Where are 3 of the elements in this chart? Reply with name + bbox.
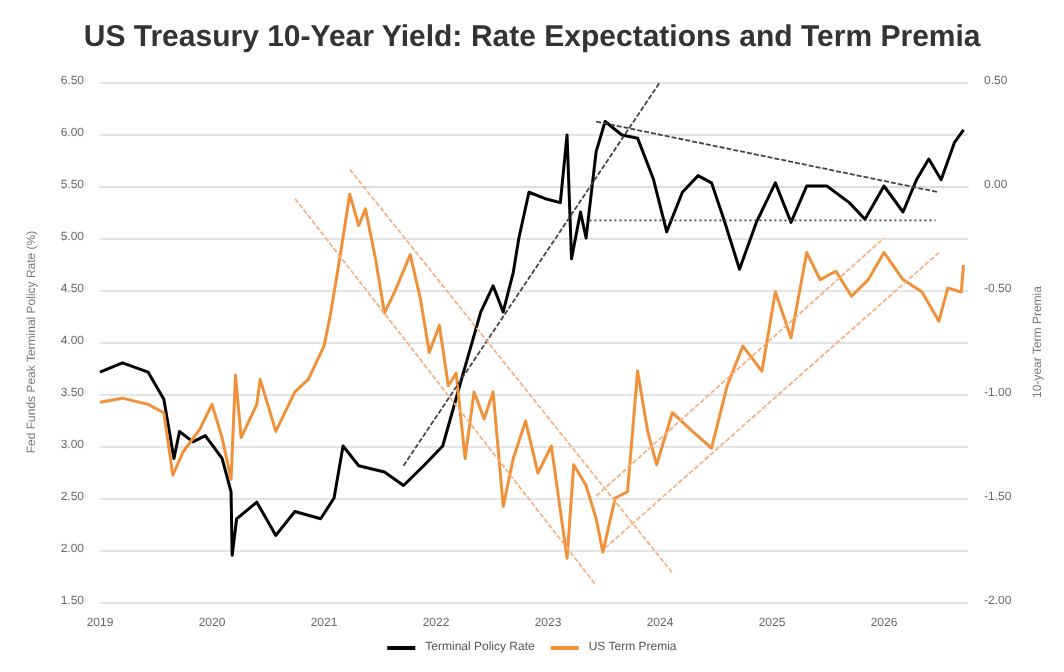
line-series xyxy=(98,192,966,560)
chart-title: US Treasury 10-Year Yield: Rate Expectations and Term Premia xyxy=(83,20,982,54)
line-series xyxy=(98,120,966,557)
